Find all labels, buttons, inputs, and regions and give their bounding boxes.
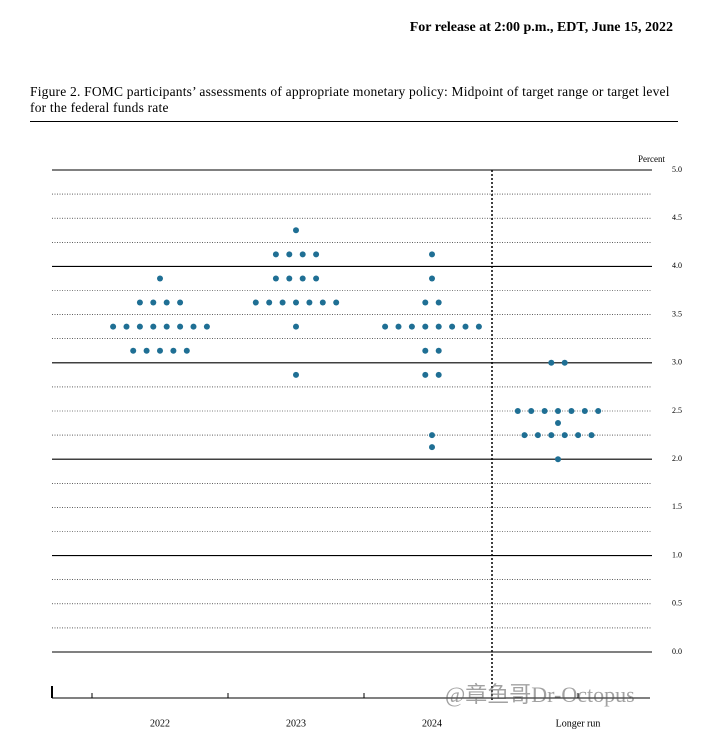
- dot: [157, 347, 163, 354]
- x-tick-label: 2023: [286, 718, 306, 729]
- dot: [293, 299, 299, 306]
- dot: [475, 323, 482, 330]
- dot: [313, 251, 320, 258]
- dot: [548, 432, 555, 439]
- dot: [286, 275, 293, 282]
- dot: [429, 275, 435, 282]
- y-tick-label: 2.0: [672, 454, 682, 463]
- x-tick-label: 2024: [422, 718, 442, 729]
- dot: [561, 432, 568, 439]
- x-tick-label: 2022: [150, 718, 170, 729]
- watermark: @章鱼哥Dr-Octopus: [445, 682, 635, 707]
- dot: [266, 299, 273, 306]
- dot: [136, 299, 143, 306]
- dot: [136, 323, 143, 330]
- dot: [429, 432, 435, 439]
- dot: [555, 420, 561, 427]
- dot: [299, 275, 306, 282]
- dot: [528, 408, 535, 414]
- chart-title: Figure 2. FOMC participants’ assessments…: [30, 84, 670, 115]
- dot: [293, 371, 299, 378]
- dot: [588, 432, 595, 439]
- dot: [110, 323, 117, 330]
- dot: [555, 408, 561, 414]
- dot: [183, 347, 190, 354]
- dot: [286, 251, 293, 258]
- dot: [150, 323, 157, 330]
- dot: [293, 323, 299, 330]
- y-tick-label: 0.0: [672, 647, 682, 656]
- dot: [143, 347, 150, 354]
- dot: [429, 444, 435, 451]
- y-tick-label: 4.0: [672, 261, 682, 270]
- dot: [422, 371, 429, 378]
- dot: [177, 323, 184, 330]
- dot: [514, 408, 521, 414]
- dot: [548, 359, 555, 366]
- dot: [435, 371, 442, 378]
- dot: [279, 299, 286, 306]
- dot: [534, 432, 541, 439]
- dot: [252, 299, 259, 306]
- y-tick-label: 2.5: [672, 406, 682, 415]
- dot: [422, 323, 429, 330]
- dot: [521, 432, 528, 439]
- dot: [435, 347, 442, 354]
- dot: [382, 323, 389, 330]
- release-note: For release at 2:00 p.m., EDT, June 15, …: [409, 20, 673, 35]
- y-tick-label: 1.0: [672, 550, 682, 559]
- dot: [462, 323, 469, 330]
- dot: [333, 299, 340, 306]
- dot: [422, 299, 429, 306]
- dot: [157, 275, 163, 282]
- dot: [449, 323, 456, 330]
- dot: [561, 359, 568, 366]
- dot: [319, 299, 326, 306]
- y-tick-label: 1.5: [672, 502, 682, 511]
- dot: [555, 456, 561, 463]
- dot: [203, 323, 210, 330]
- dot: [177, 299, 184, 306]
- dot: [408, 323, 415, 330]
- dot: [272, 275, 279, 282]
- y-axis-label: Percent: [638, 154, 665, 164]
- dot: [299, 251, 306, 258]
- dot: [313, 275, 320, 282]
- dot: [272, 251, 279, 258]
- title-rule: [30, 121, 678, 122]
- dot: [429, 251, 435, 258]
- dot: [163, 299, 170, 306]
- dot: [435, 323, 442, 330]
- dot: [306, 299, 313, 306]
- dot: [190, 323, 197, 330]
- dot: [568, 408, 575, 414]
- dot: [575, 432, 582, 439]
- dot: [595, 408, 602, 414]
- y-tick-label: 0.5: [672, 599, 682, 608]
- y-tick-label: 3.0: [672, 358, 682, 367]
- dot: [170, 347, 177, 354]
- dot: [435, 299, 442, 306]
- dot: [395, 323, 402, 330]
- y-tick-label: 3.5: [672, 309, 682, 318]
- dot: [422, 347, 429, 354]
- dot: [150, 299, 157, 306]
- dot: [163, 323, 170, 330]
- dot: [541, 408, 548, 414]
- y-tick-label: 4.5: [672, 213, 682, 222]
- dot: [581, 408, 588, 414]
- dot: [123, 323, 130, 330]
- dot: [130, 347, 137, 354]
- dot: [293, 227, 299, 234]
- y-tick-label: 5.0: [672, 165, 682, 174]
- x-tick-label: Longer run: [556, 718, 601, 729]
